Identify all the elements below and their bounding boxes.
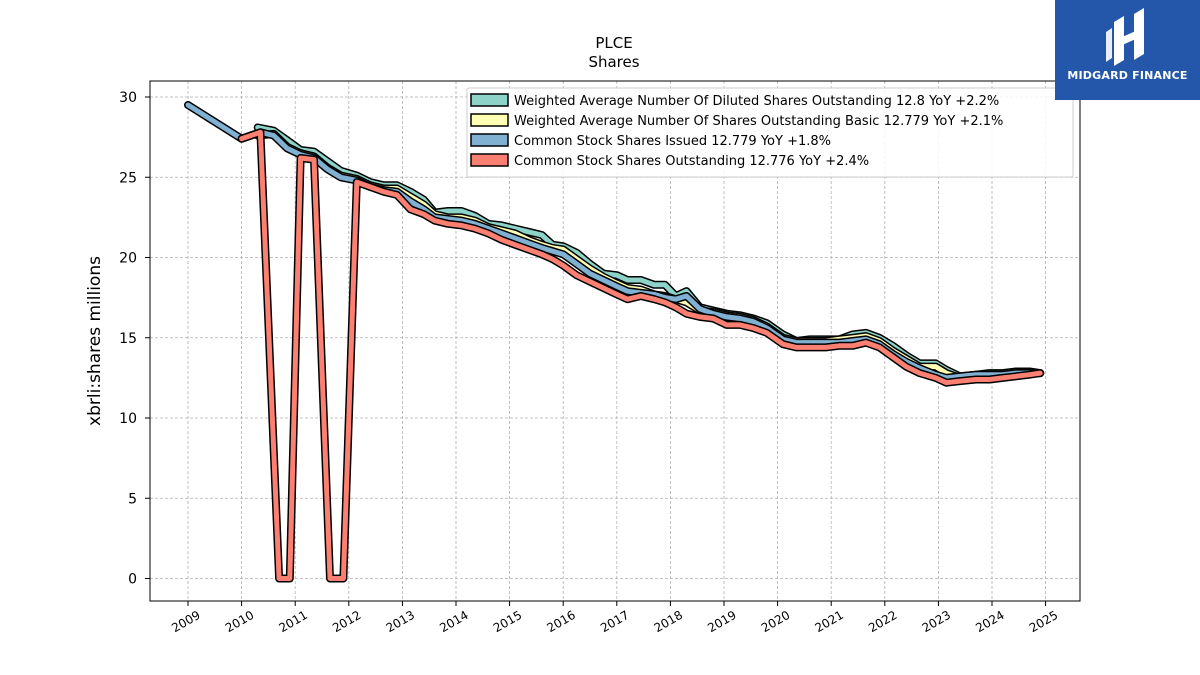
legend-swatch: [470, 113, 509, 127]
legend-item: Weighted Average Number Of Diluted Share…: [470, 93, 999, 109]
chart-title: PLCE: [595, 34, 632, 52]
legend-label: Common Stock Shares Outstanding 12.776 Y…: [514, 154, 869, 169]
legend: Weighted Average Number Of Diluted Share…: [466, 87, 1074, 178]
legend-swatch: [470, 93, 509, 107]
x-tick-label: 2012: [330, 608, 363, 635]
series-layer: [184, 101, 1045, 583]
plot-frame: [149, 80, 1081, 602]
legend-label: Common Stock Shares Issued 12.779 YoY +1…: [514, 134, 831, 149]
y-tick-label: 30: [119, 90, 137, 106]
x-tick-label: 2009: [169, 608, 202, 635]
y-tick-label: 10: [119, 411, 137, 427]
legend-swatch: [470, 133, 509, 147]
x-tick-label: 2023: [920, 608, 953, 635]
x-tick-label: 2018: [652, 608, 685, 635]
x-tick-label: 2022: [866, 608, 899, 635]
y-tick-label: 5: [128, 491, 137, 507]
x-tick-label: 2021: [812, 608, 845, 635]
x-tick-label: 2019: [705, 608, 738, 635]
series-line: [237, 128, 1045, 583]
y-tick-label: 15: [119, 331, 137, 347]
legend-label: Weighted Average Number Of Shares Outsta…: [514, 114, 1003, 129]
x-tick-label: 2013: [384, 608, 417, 635]
legend-item: Weighted Average Number Of Shares Outsta…: [470, 113, 1003, 129]
series-line-fill: [239, 129, 1043, 581]
x-tick-label: 2025: [1027, 608, 1060, 635]
x-tick-label: 2014: [437, 608, 470, 635]
y-tick-label: 20: [119, 251, 137, 267]
brand-name: MIDGARD FINANCE: [1067, 69, 1188, 82]
legend-box: [466, 87, 1074, 178]
x-tick-label: 2016: [544, 608, 577, 635]
x-tick-label: 2015: [491, 608, 524, 635]
chart-subtitle: Shares: [588, 53, 639, 71]
x-tick-label: 2011: [276, 608, 309, 635]
y-tick-label: 25: [119, 170, 137, 186]
y-tick-label: 0: [128, 572, 137, 588]
x-tick-label: 2024: [973, 608, 1006, 635]
legend-swatch: [470, 153, 509, 167]
legend-item: Common Stock Shares Outstanding 12.776 Y…: [470, 153, 869, 169]
x-tick-label: 2017: [598, 608, 631, 635]
brand-logo: MIDGARD FINANCE: [1055, 0, 1200, 100]
x-tick-label: 2020: [759, 608, 792, 635]
midgard-logo-icon: [1106, 8, 1144, 66]
y-axis-label: xbrli:shares millions: [85, 256, 105, 426]
legend-item: Common Stock Shares Issued 12.779 YoY +1…: [470, 133, 831, 149]
legend-label: Weighted Average Number Of Diluted Share…: [514, 94, 999, 109]
series-line-outline: [237, 128, 1045, 583]
x-tick-label: 2010: [223, 608, 256, 635]
